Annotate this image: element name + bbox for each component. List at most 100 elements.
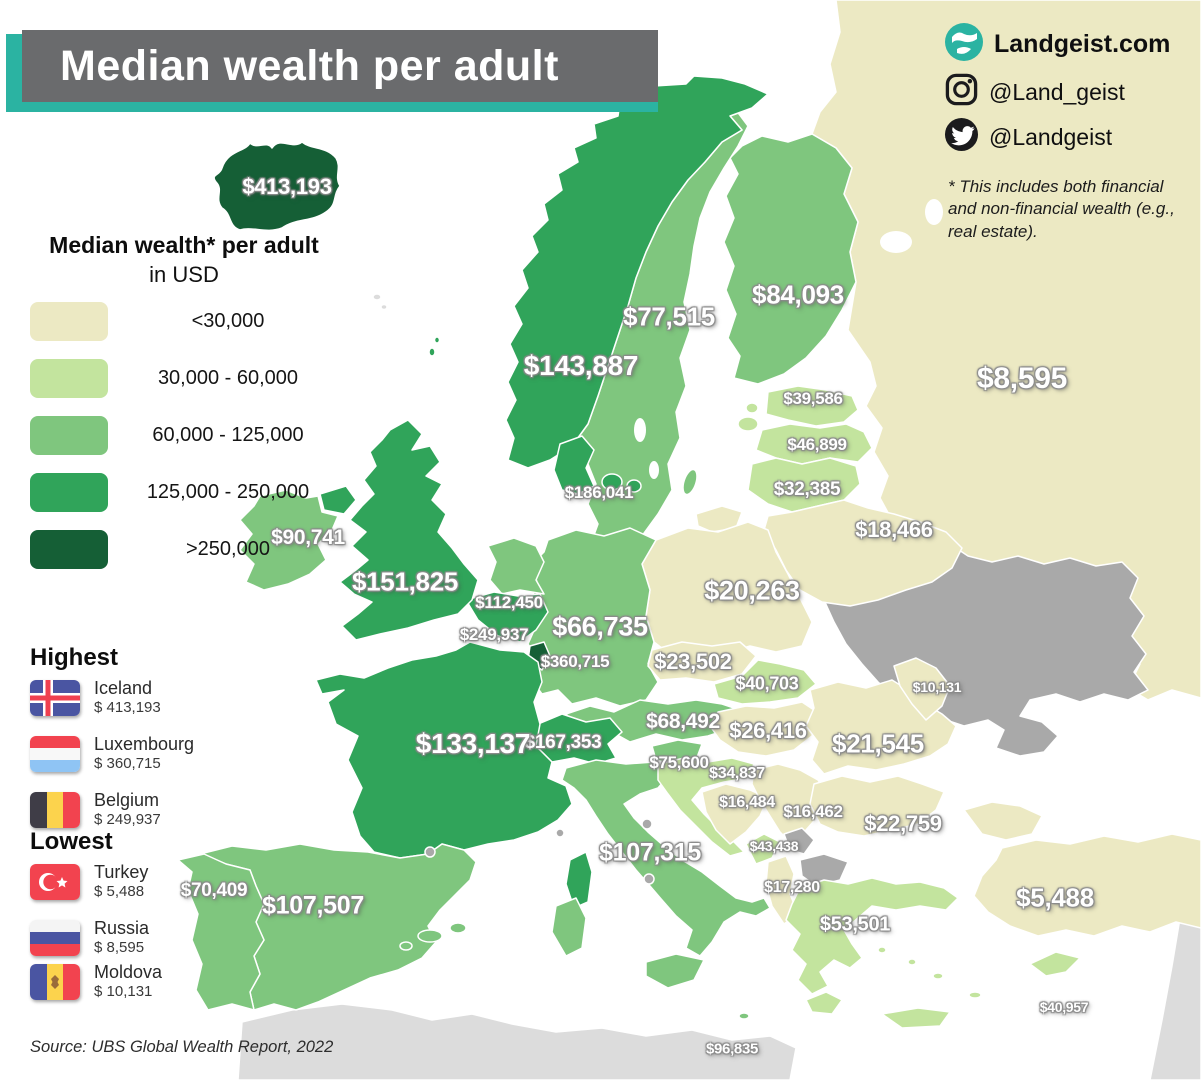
faroe-islands [372,293,382,301]
lowest-heading: Lowest [30,828,113,855]
legend-swatch [30,416,108,455]
instagram-handle: @Land_geist [989,78,1125,105]
belgium-flag-icon [30,792,80,828]
rank-country: Iceland [94,678,153,698]
country-united-kingdom [339,419,479,641]
northern-ireland [319,485,357,515]
country-norway [505,75,769,469]
branding-instagram-row: @Land_geist [944,72,1194,112]
country-lithuania [747,457,861,513]
source-credit: Source: UBS Global Wealth Report, 2022 [30,1038,334,1056]
legend-row: <30,000 [30,302,340,342]
country-germany [525,527,659,707]
rank-value: $ 5,488 [94,883,145,900]
shetland-island [428,347,436,357]
country-bulgaria [809,775,945,837]
country-denmark [553,435,595,495]
denmark-island [626,479,642,493]
country-bosnia [701,783,769,845]
country-monaco [555,828,565,838]
balearic-island [399,941,413,951]
country-latvia [755,423,873,465]
page-title: Median wealth per adult [60,41,559,90]
russia-flag-icon [30,920,80,956]
country-san-marino [641,818,653,830]
country-belarus [763,499,963,607]
legend-title: Median wealth* per adult [49,232,319,258]
country-finland [723,133,859,385]
rank-country: Luxembourg [94,734,195,754]
highest-item-luxembourg: Luxembourg $ 360,715 [30,734,260,778]
rank-country: Moldova [94,962,163,982]
crete-island [881,1007,951,1029]
legend-swatch [30,473,108,512]
aegean-island [968,991,982,999]
gotland-island [682,468,698,496]
sicily-island [645,953,705,989]
legend-row: >250,000 [30,530,340,570]
country-vatican [643,873,655,885]
rank-country: Belgium [94,790,160,810]
country-greece [785,877,959,995]
country-iceland [213,141,341,232]
country-belgium [465,591,549,643]
lowest-item-russia: Russia $ 8,595 [30,918,260,962]
country-portugal [177,853,265,1011]
legend-label: 60,000 - 125,000 [152,424,304,446]
corsica-island [565,851,593,909]
country-switzerland [535,713,623,765]
rank-value: $ 413,193 [94,699,161,716]
legend-label: >250,000 [186,538,270,560]
legend-subtitle: in USD [149,262,219,287]
faroe-islands [380,303,388,311]
country-africa [237,1003,797,1080]
balearic-island [417,929,443,943]
instagram-icon [944,72,979,112]
country-middle-east [1149,911,1201,1080]
country-andorra [424,846,436,858]
balearic-island [449,922,467,934]
rank-value: $ 360,715 [94,755,161,772]
country-north-macedonia [799,853,849,887]
legend-row: 125,000 - 250,000 [30,473,340,513]
legend-label: 30,000 - 60,000 [157,367,299,389]
legend-swatch [30,530,108,569]
rank-value: $ 10,131 [94,983,153,1000]
country-italy [561,759,771,957]
aegean-island [932,972,944,980]
luxembourg-flag-icon [30,736,80,772]
legend-swatch [30,359,108,398]
legend-row: 60,000 - 125,000 [30,416,340,456]
globe-icon [944,22,984,67]
highest-item-belgium: Belgium $ 249,937 [30,790,260,834]
country-turkey-europe [963,801,1043,841]
country-malta [738,1012,750,1020]
rank-country: Russia [94,918,150,938]
lake-vattern [649,461,659,479]
lowest-item-turkey: Turkey $ 5,488 [30,862,260,906]
estonia-island [745,402,759,414]
branding-twitter-row: @Landgeist [944,117,1194,157]
iceland-flag-icon [30,680,80,716]
country-ireland [239,489,339,591]
lake-ladoga [880,231,912,253]
twitter-handle: @Landgeist [989,123,1113,150]
site-name: Landgeist.com [994,30,1171,58]
legend-row: 30,000 - 60,000 [30,359,340,399]
moldova-flag-icon [30,964,80,1000]
legend-swatch [30,302,108,341]
peloponnese [805,991,843,1015]
lowest-item-moldova: Moldova $ 10,131 [30,962,260,1006]
country-kosovo [783,827,815,855]
country-hungary [709,701,821,757]
rank-value: $ 249,937 [94,811,161,828]
aegean-island [907,958,917,966]
highest-heading: Highest [30,644,119,671]
country-turkey [973,833,1201,937]
shetland-island [433,336,441,344]
footnote: * This includes both financial and non-f… [948,177,1175,241]
title-banner: Median wealth per adult [22,30,658,102]
legend-label: <30,000 [191,310,265,332]
